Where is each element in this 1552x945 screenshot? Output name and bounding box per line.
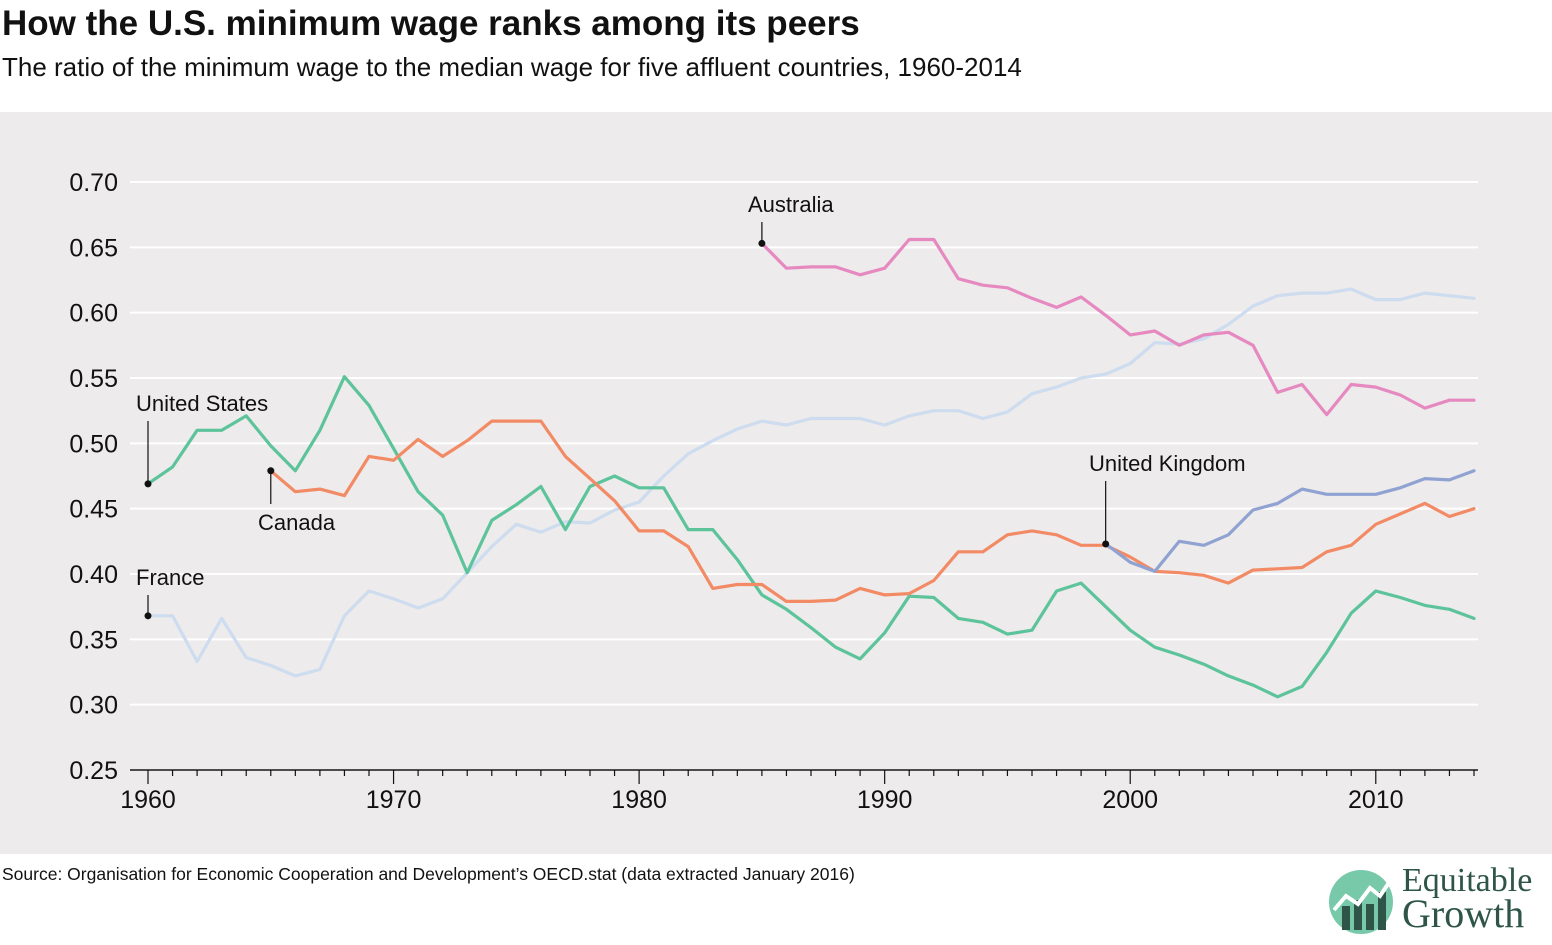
x-tick-label: 2000 [1102,786,1158,814]
y-tick-label: 0.35 [69,626,118,654]
label-anchor-dot [758,239,766,247]
series-line-canada [269,419,1476,603]
y-tick-label: 0.55 [69,365,118,393]
y-tick-label: 0.40 [69,561,118,589]
y-tick-label: 0.70 [69,169,118,197]
y-tick-label: 0.50 [69,430,118,458]
label-anchor-dot [1102,540,1110,548]
logo-line-2: Growth [1402,891,1525,936]
series-label-canada: Canada [258,510,336,535]
label-anchor-dot [144,480,152,488]
label-anchor-dot [267,467,275,475]
x-tick-label: 1960 [120,786,176,814]
y-tick-label: 0.25 [69,757,118,785]
series-label-united-states: United States [136,391,268,416]
series-label-australia: Australia [748,192,834,217]
growth-chart-icon [1329,870,1394,934]
y-tick-label: 0.65 [69,234,118,262]
series-line-united-states [146,375,1476,699]
x-tick-label: 1970 [366,786,422,814]
series-label-united-kingdom: United Kingdom [1089,451,1246,476]
series-label-france: France [136,565,204,590]
y-tick-label: 0.60 [69,300,118,328]
logo-wordmark: Equitable Growth [1402,862,1533,936]
source-note: Source: Organisation for Economic Cooper… [2,864,855,884]
x-tick-label: 1980 [611,786,667,814]
series-line-france [146,287,1476,678]
x-tick-label: 2010 [1348,786,1404,814]
series-line-australia [760,237,1476,417]
label-anchor-dot [144,612,152,620]
y-tick-label: 0.45 [69,496,118,524]
series-line-united-kingdom [1104,469,1476,573]
line-chart: 0.25 0.30 0.35 0.40 0.45 0.50 0.55 0.60 0.65 0.70… [69,169,1478,814]
chart-panel: 0.25 0.30 0.35 0.40 0.45 0.50 0.55 0.60 0.65 0.70… [0,112,1552,854]
equitable-growth-logo: Equitable Growth [1328,858,1552,945]
y-tick-label: 0.30 [69,692,118,720]
logo-line-1: Equitable [1402,862,1533,899]
x-tick-label: 1990 [857,786,913,814]
chart-subtitle: The ratio of the minimum wage to the med… [2,52,1022,82]
chart-title: How the U.S. minimum wage ranks among it… [2,4,860,43]
